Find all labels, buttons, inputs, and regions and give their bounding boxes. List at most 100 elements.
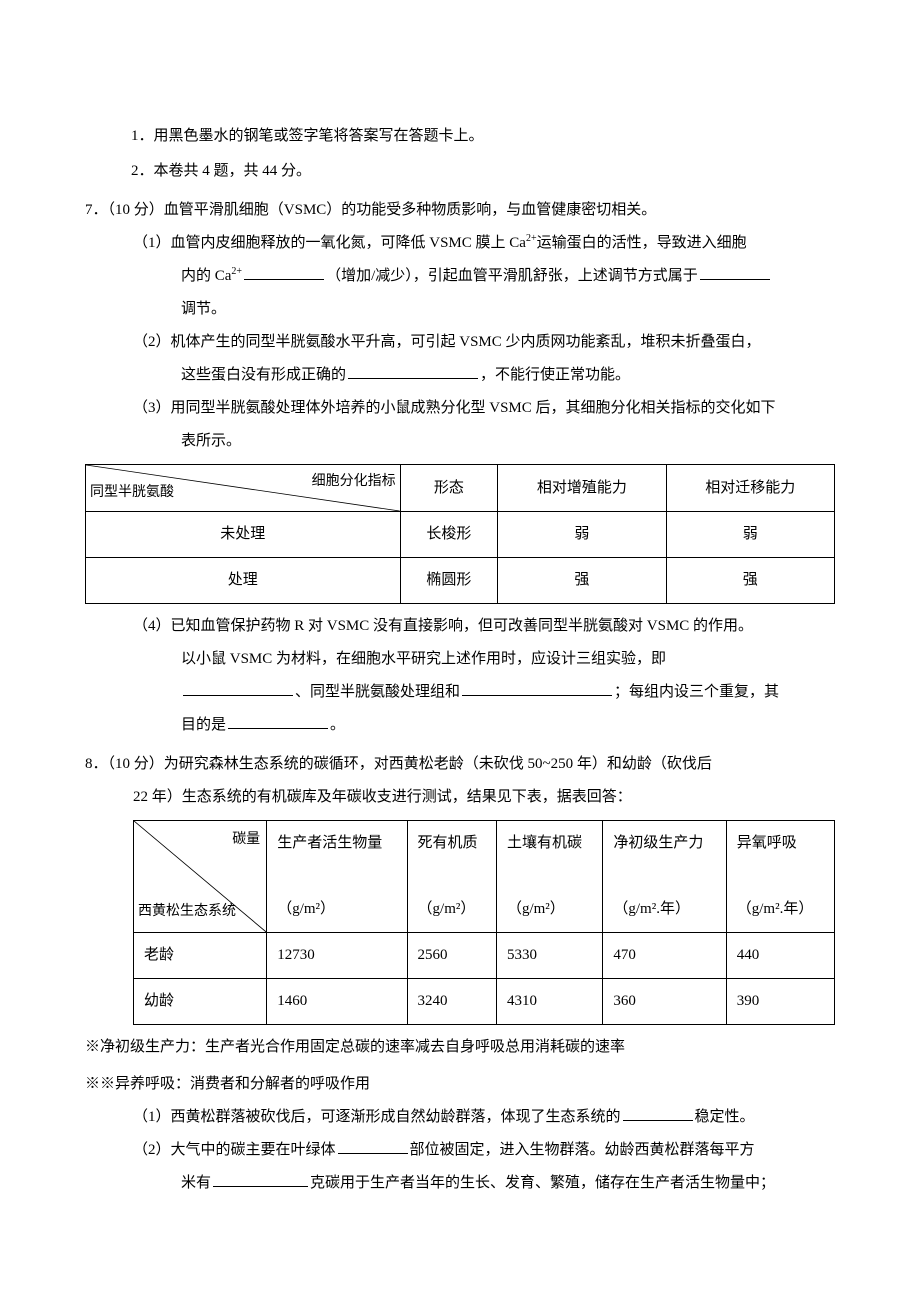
blank [244,264,324,280]
table-cell: 未处理 [86,512,401,558]
superscript: 2+ [526,233,537,244]
text: （g/m².年） [613,901,690,917]
text: 净初级生产力 [613,835,703,851]
text: 部位被固定，进入生物群落。幼龄西黄松群落每平方 [410,1142,755,1158]
instruction-2: 2．本卷共 4 题，共 44 分。 [131,155,835,188]
q8-part2-line1: （2）大气中的碳主要在叶绿体 部位被固定，进入生物群落。幼龄西黄松群落每平方 [133,1134,835,1167]
text: 。 [330,717,345,733]
table-cell: 长梭形 [400,512,498,558]
table-cell: 弱 [498,512,666,558]
blank [623,1105,693,1121]
text: 稳定性。 [695,1109,755,1125]
question-7: 7．（10 分）血管平滑肌细胞（VSMC）的功能受多种物质影响，与血管健康密切相… [85,194,835,227]
q7-part2-line2: 这些蛋白没有形成正确的 ，不能行使正常功能。 [181,359,835,392]
q7-part4-line3: 、同型半胱氨酸处理组和；每组内设三个重复，其 [181,676,835,709]
table-row: 幼龄 1460 3240 4310 360 390 [134,979,835,1025]
table-diag-cell: 碳量 西黄松生态系统 [134,821,267,933]
table-header: 土壤有机碳 （g/m²） [496,821,602,933]
text: 异氧呼吸 [737,835,797,851]
table-cell: 强 [498,558,666,604]
text: ，不能行使正常功能。 [480,367,630,383]
table-cell: 幼龄 [134,979,267,1025]
q8-stem-b: 22 年）生态系统的有机碳库及年碳收支进行测试，结果见下表，据表回答： [133,781,835,814]
table-diag-cell: 同型半胱氨酸 细胞分化指标 [86,465,401,512]
blank [183,680,293,696]
text: （1）血管内皮细胞释放的一氧化氮，可降低 VSMC 膜上 Ca [133,235,526,251]
table-header: 生产者活生物量 （g/m²） [267,821,407,933]
text: （1）西黄松群落被砍伐后，可逐渐形成自然幼龄群落，体现了生态系统的 [133,1109,621,1125]
q7-table: 同型半胱氨酸 细胞分化指标 形态 相对增殖能力 相对迁移能力 未处理 长梭形 弱… [85,464,835,604]
text: （增加/减少），引起血管平滑肌舒张，上述调节方式属于 [326,268,698,284]
table-cell: 12730 [267,933,407,979]
q7-part1-line2: 内的 Ca2+ （增加/减少），引起血管平滑肌舒张，上述调节方式属于 [181,260,835,293]
instruction-1: 1．用黑色墨水的钢笔或签字笔将答案写在答题卡上。 [131,120,835,153]
text: 运输蛋白的活性，导致进入细胞 [537,235,747,251]
table-header: 死有机质 （g/m²） [407,821,496,933]
table-cell: 470 [603,933,726,979]
text: ；每组内设三个重复，其 [614,684,779,700]
q7-part2-line1: （2）机体产生的同型半胱氨酸水平升高，可引起 VSMC 少内质网功能紊乱，堆积未… [133,326,835,359]
table-cell: 老龄 [134,933,267,979]
text: （g/m²） [277,901,335,917]
text: （g/m²） [507,901,565,917]
table-header: 相对增殖能力 [498,465,666,512]
q7-number: 7．（10 分） [85,202,164,218]
q7-part1-line3: 调节。 [181,293,835,326]
table-header: 净初级生产力 （g/m².年） [603,821,726,933]
table-header: 异氧呼吸 （g/m².年） [726,821,834,933]
q7-part4-line2: 以小鼠 VSMC 为材料，在细胞水平研究上述作用时，应设计三组实验，即 [181,643,835,676]
table-cell: 3240 [407,979,496,1025]
table-cell: 强 [666,558,834,604]
document-page: 1．用黑色墨水的钢笔或签字笔将答案写在答题卡上。 2．本卷共 4 题，共 44 … [0,0,920,1302]
q8-table: 碳量 西黄松生态系统 生产者活生物量 （g/m²） 死有机质 （g/m²） 土壤… [133,820,835,1025]
text: 米有 [181,1175,211,1191]
q7-part3-line2: 表所示。 [181,425,835,458]
text: 土壤有机碳 [507,835,582,851]
q8-part2-line2: 米有 克碳用于生产者当年的生长、发育、繁殖，储存在生产者活生物量中； [181,1167,835,1200]
q7-stem: 血管平滑肌细胞（VSMC）的功能受多种物质影响，与血管健康密切相关。 [164,202,657,218]
table-cell: 2560 [407,933,496,979]
table-cell: 440 [726,933,834,979]
table-header: 相对迁移能力 [666,465,834,512]
table-cell: 4310 [496,979,602,1025]
q8-note1: ※净初级生产力：生产者光合作用固定总碳的速率减去自身呼吸总用消耗碳的速率 [85,1031,835,1064]
text: 生产者活生物量 [277,835,382,851]
blank [700,264,770,280]
q7-part4-line1: （4）已知血管保护药物 R 对 VSMC 没有直接影响，但可改善同型半胱氨酸对 … [133,610,835,643]
q7-part3-line1: （3）用同型半胱氨酸处理体外培养的小鼠成熟分化型 VSMC 后，其细胞分化相关指… [133,392,835,425]
table-header: 形态 [400,465,498,512]
question-8: 8．（10 分）为研究森林生态系统的碳循环，对西黄松老龄（未砍伐 50~250 … [85,748,835,781]
table-cell: 390 [726,979,834,1025]
table-cell: 1460 [267,979,407,1025]
diag-top-label: 碳量 [232,825,260,856]
table-cell: 处理 [86,558,401,604]
q8-stem-a: 为研究森林生态系统的碳循环，对西黄松老龄（未砍伐 50~250 年）和幼龄（砍伐… [164,756,712,772]
table-row: 处理 椭圆形 强 强 [86,558,835,604]
table-cell: 360 [603,979,726,1025]
table-cell: 椭圆形 [400,558,498,604]
q8-part1: （1）西黄松群落被砍伐后，可逐渐形成自然幼龄群落，体现了生态系统的 稳定性。 [133,1101,835,1134]
superscript: 2+ [231,266,242,277]
blank [462,680,612,696]
text: （2）大气中的碳主要在叶绿体 [133,1142,336,1158]
text: （g/m².年） [737,901,814,917]
text: 死有机质 [418,835,478,851]
blank [338,1138,408,1154]
blank [348,363,478,379]
table-row: 老龄 12730 2560 5330 470 440 [134,933,835,979]
text: 这些蛋白没有形成正确的 [181,367,346,383]
table-cell: 5330 [496,933,602,979]
q7-part1-line1: （1）血管内皮细胞释放的一氧化氮，可降低 VSMC 膜上 Ca2+运输蛋白的活性… [133,227,835,260]
text: 调节。 [181,301,226,317]
q7-part4-line4: 目的是 。 [181,709,835,742]
text: 内的 Ca [181,268,231,284]
text: 目的是 [181,717,226,733]
q8-note2: ※※异养呼吸：消费者和分解者的呼吸作用 [85,1068,835,1101]
table-row: 未处理 长梭形 弱 弱 [86,512,835,558]
diag-right-label: 细胞分化指标 [312,467,396,498]
blank [213,1171,308,1187]
q8-number: 8．（10 分） [85,756,164,772]
text: （g/m²） [418,901,476,917]
text: 克碳用于生产者当年的生长、发育、繁殖，储存在生产者活生物量中； [310,1175,775,1191]
diag-bottom-label: 西黄松生态系统 [138,897,236,928]
